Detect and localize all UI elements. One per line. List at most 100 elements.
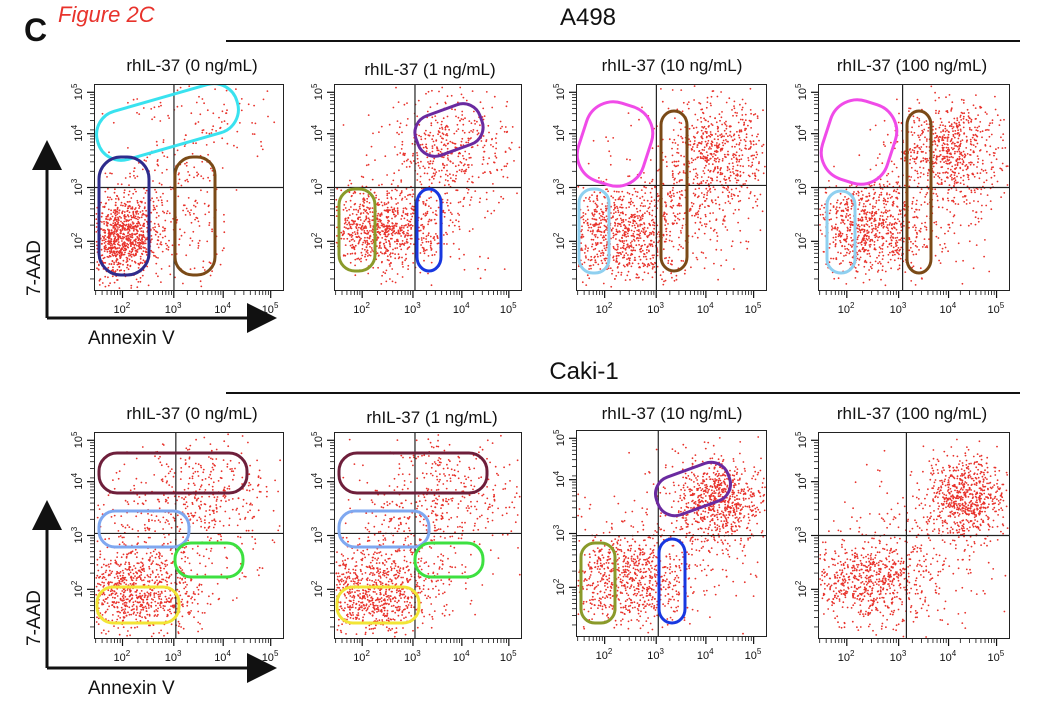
event-dot	[190, 209, 192, 211]
event-dot	[117, 221, 120, 224]
event-dot	[937, 237, 940, 239]
event-dot	[895, 222, 898, 225]
event-dot	[842, 260, 844, 262]
event-dot	[682, 247, 684, 250]
event-dot	[127, 232, 129, 235]
event-dot	[698, 207, 701, 210]
event-dot	[196, 217, 199, 220]
event-dot	[150, 108, 153, 110]
event-dot	[386, 255, 389, 258]
event-dot	[721, 223, 724, 225]
event-dot	[441, 126, 443, 129]
event-dot	[708, 220, 711, 223]
event-dot	[731, 197, 734, 200]
event-dot	[716, 142, 718, 144]
event-dot	[664, 215, 666, 218]
event-dot	[464, 170, 467, 173]
event-dot	[131, 241, 134, 244]
event-dot	[680, 89, 683, 91]
event-dot	[365, 227, 368, 229]
event-dot	[900, 246, 903, 249]
event-dot	[428, 197, 431, 200]
event-dot	[468, 131, 471, 134]
event-dot	[849, 244, 852, 247]
event-dot	[626, 243, 629, 246]
event-dot	[605, 136, 607, 139]
event-dot	[716, 167, 719, 170]
event-dot	[945, 146, 948, 149]
event-dot	[701, 148, 704, 151]
event-dot	[717, 196, 720, 199]
event-dot	[941, 144, 944, 147]
event-dot	[678, 190, 681, 193]
event-dot	[500, 195, 502, 198]
event-dot	[401, 261, 404, 264]
event-dot	[416, 152, 418, 154]
event-dot	[871, 215, 873, 217]
event-dot	[672, 204, 675, 207]
event-dot	[492, 183, 494, 185]
event-dot	[682, 141, 684, 144]
event-dot	[629, 221, 632, 224]
event-dot	[636, 274, 639, 276]
event-dot	[463, 196, 466, 199]
event-dot	[494, 137, 497, 140]
event-dot	[488, 131, 490, 134]
event-dot	[117, 235, 120, 238]
event-dot	[336, 226, 338, 229]
event-dot	[975, 94, 977, 96]
event-dot	[469, 156, 472, 159]
event-dot	[449, 202, 452, 205]
event-dot	[622, 244, 625, 247]
event-dot	[112, 254, 115, 257]
event-dot	[114, 246, 117, 249]
event-dot	[691, 235, 694, 238]
event-dot	[614, 221, 616, 224]
event-dot	[703, 117, 705, 120]
event-dot	[193, 176, 195, 179]
event-dot	[184, 179, 187, 182]
event-dot	[694, 136, 696, 139]
event-dot	[653, 254, 655, 257]
event-dot	[694, 158, 697, 161]
event-dot	[432, 140, 435, 143]
event-dot	[718, 207, 721, 210]
event-dot	[634, 259, 637, 261]
event-dot	[900, 229, 903, 232]
event-dot	[369, 188, 372, 191]
event-dot	[354, 252, 357, 255]
event-dot	[623, 242, 625, 245]
event-dot	[490, 144, 492, 146]
event-dot	[632, 233, 635, 235]
event-dot	[114, 247, 117, 250]
event-dot	[134, 241, 137, 243]
event-dot	[465, 141, 468, 144]
dot-plot-a498-1	[334, 84, 522, 291]
event-dot	[437, 206, 440, 209]
event-dot	[870, 222, 873, 225]
event-dot	[692, 252, 694, 255]
event-dot	[412, 193, 415, 195]
event-dot	[739, 103, 741, 106]
event-dot	[489, 170, 491, 173]
event-dot	[673, 214, 676, 217]
event-dot	[425, 129, 427, 132]
event-dot	[505, 131, 508, 134]
event-dot	[654, 186, 656, 189]
event-dot	[358, 258, 361, 261]
event-dot	[934, 132, 937, 135]
event-dot	[420, 224, 422, 227]
event-dot	[677, 152, 680, 154]
event-dot	[587, 209, 590, 212]
event-dot	[194, 218, 196, 221]
event-dot	[617, 254, 620, 257]
event-dot	[436, 121, 439, 124]
event-dot	[350, 239, 353, 241]
event-dot	[435, 251, 438, 253]
event-dot	[652, 234, 655, 236]
event-dot	[114, 201, 117, 204]
event-dot	[365, 258, 368, 261]
event-dot	[367, 217, 370, 220]
event-dot	[391, 210, 394, 213]
event-dot	[123, 196, 125, 198]
